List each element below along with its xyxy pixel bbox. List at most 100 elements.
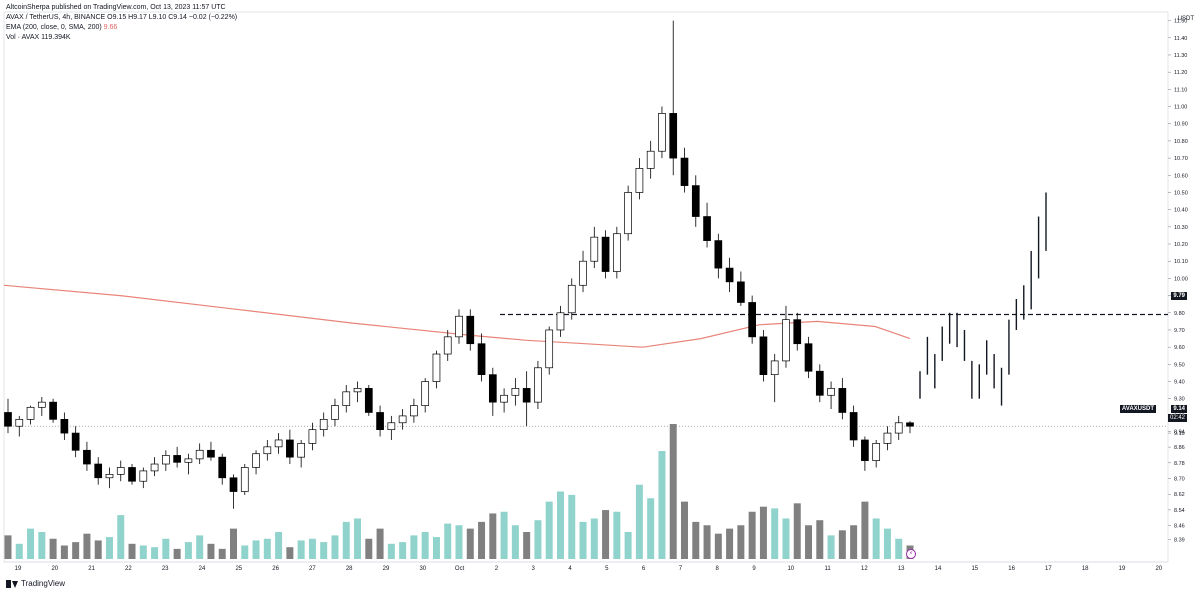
candle-body bbox=[511, 388, 520, 396]
volume-bar bbox=[872, 518, 880, 559]
volume-bar bbox=[861, 501, 869, 559]
volume-bar bbox=[827, 535, 835, 559]
volume-bar bbox=[579, 521, 587, 559]
candle-body bbox=[252, 453, 260, 468]
volume-bar bbox=[218, 548, 226, 559]
volume-bar bbox=[4, 535, 12, 559]
y-tick-label: 11.20 bbox=[1174, 70, 1187, 76]
candle-body bbox=[601, 236, 610, 272]
x-tick-label: 3 bbox=[532, 566, 536, 572]
y-tick-label: 8.94 bbox=[1174, 429, 1185, 435]
y-tick-label: 10.40 bbox=[1174, 208, 1188, 214]
y-tick-label: 10.20 bbox=[1174, 242, 1188, 248]
candle-body bbox=[793, 319, 802, 345]
time-axis[interactable]: 19 20 21 22 23 24 25 26 27 28 29 30 Oct 2 3 4 5 6 7 8 9 10 11 1… bbox=[4, 561, 1168, 572]
volume-bar bbox=[173, 548, 181, 559]
candle-body bbox=[387, 422, 396, 431]
volume-bar bbox=[466, 528, 474, 559]
volume-bar bbox=[83, 533, 91, 559]
x-tick-label: 18 bbox=[1082, 566, 1089, 572]
candle-body bbox=[849, 412, 858, 441]
candle-body bbox=[894, 422, 903, 434]
tradingview-brand[interactable]: TradingView bbox=[6, 579, 65, 588]
tradingview-logo-icon bbox=[6, 579, 18, 588]
x-tick-label: 24 bbox=[199, 566, 206, 572]
x-tick-label: 21 bbox=[88, 566, 95, 572]
candle-body bbox=[613, 233, 621, 272]
x-tick-label: 28 bbox=[346, 566, 353, 572]
candle-body bbox=[883, 432, 892, 444]
candle-body bbox=[590, 236, 599, 262]
volume-bar bbox=[331, 535, 339, 559]
publisher-line: AltcoinSherpa published on TradingView.c… bbox=[6, 4, 226, 11]
currency-label: USDT bbox=[1177, 16, 1194, 22]
y-tick-label: 9.80 bbox=[1174, 311, 1185, 317]
candle-body bbox=[680, 157, 689, 186]
candle-body bbox=[297, 443, 305, 458]
candle-body bbox=[477, 343, 486, 376]
volume-bar bbox=[759, 506, 767, 559]
candle-body bbox=[500, 394, 508, 403]
candle-body bbox=[861, 439, 869, 461]
x-tick-label: 4 bbox=[568, 566, 572, 572]
candle-body bbox=[421, 381, 430, 406]
volume-bar bbox=[624, 532, 632, 559]
candle-body bbox=[229, 477, 238, 492]
volume-bar bbox=[128, 543, 136, 559]
volume-bar bbox=[669, 424, 677, 559]
candle-body bbox=[83, 449, 91, 465]
y-tick-label: 8.78 bbox=[1174, 461, 1185, 467]
y-tick-label: 10.30 bbox=[1174, 225, 1188, 231]
volume-bar bbox=[681, 501, 688, 559]
candle-body bbox=[759, 336, 768, 376]
volume-bar bbox=[162, 538, 170, 559]
volume-bar bbox=[207, 543, 215, 559]
candle-body bbox=[398, 415, 407, 424]
x-tick-label: 11 bbox=[824, 566, 831, 572]
candle-body bbox=[60, 418, 69, 434]
x-tick-label: 19 bbox=[1119, 566, 1126, 572]
x-tick-label: 23 bbox=[162, 566, 169, 572]
horizontal-level-line[interactable] bbox=[4, 313, 1168, 427]
price-axis[interactable]: 11.50 11.40 11.30 11.20 11.10 11.00 10.90 10.80… bbox=[1168, 19, 1188, 544]
candle-body bbox=[782, 319, 790, 362]
volume-bar bbox=[184, 542, 192, 559]
candle-body bbox=[646, 150, 655, 169]
candle-body bbox=[545, 329, 554, 369]
volume-bar bbox=[895, 538, 903, 559]
x-tick-label: 2 bbox=[495, 566, 499, 572]
y-tick-label: 10.10 bbox=[1174, 259, 1188, 265]
volume-bar bbox=[139, 545, 147, 559]
volume-bar bbox=[726, 528, 734, 559]
volume-bar bbox=[489, 513, 497, 559]
volume-bar bbox=[703, 525, 711, 559]
candle-body bbox=[105, 473, 114, 479]
volume-bar bbox=[658, 451, 666, 559]
candle-body bbox=[770, 360, 779, 376]
volume-bar bbox=[252, 540, 260, 559]
volume-bar bbox=[793, 503, 801, 559]
ema-value: 9.66 bbox=[103, 24, 118, 31]
candle-body bbox=[691, 185, 700, 217]
candle-body bbox=[443, 336, 452, 355]
y-tick-label: 10.70 bbox=[1174, 156, 1188, 162]
volume-bar bbox=[568, 494, 576, 559]
candle-body bbox=[364, 388, 373, 413]
flash-icon[interactable]: ⚡ bbox=[906, 549, 916, 559]
volume-bar bbox=[230, 528, 237, 559]
candle-body bbox=[240, 467, 249, 492]
candle-body bbox=[150, 463, 159, 472]
candle-body bbox=[906, 422, 914, 427]
candle-body bbox=[207, 449, 215, 458]
candle-body bbox=[139, 470, 148, 482]
volume-bar bbox=[38, 532, 46, 559]
candle-body bbox=[522, 388, 531, 403]
bar-countdown: 02:42 bbox=[1167, 414, 1187, 422]
x-tick-label: 9 bbox=[752, 566, 756, 572]
x-tick-label: 22 bbox=[125, 566, 132, 572]
volume-bar bbox=[105, 537, 113, 559]
volume-bar bbox=[286, 547, 294, 559]
volume-bar bbox=[241, 545, 249, 559]
candles bbox=[4, 20, 914, 509]
